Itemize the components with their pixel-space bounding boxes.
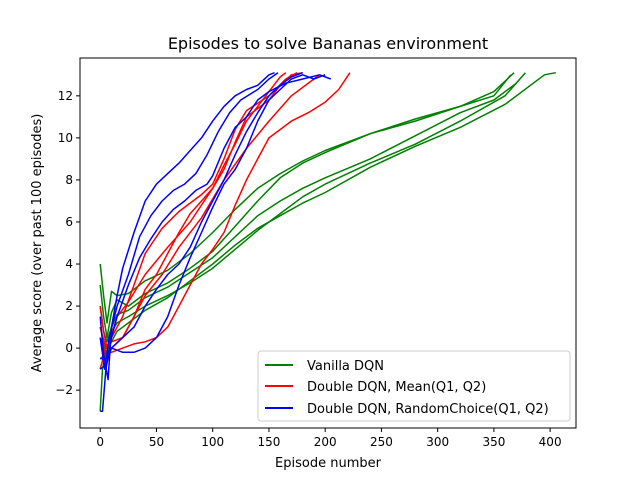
y-tick-label: 6 bbox=[65, 215, 73, 229]
chart-title: Episodes to solve Bananas environment bbox=[168, 34, 488, 53]
y-tick-label: 12 bbox=[58, 89, 73, 103]
legend-label-double-dqn-randomchoice: Double DQN, RandomChoice(Q1, Q2) bbox=[307, 402, 549, 417]
series-line-double-dqn-randomchoice-q1-q2-run-13 bbox=[100, 74, 332, 412]
series-line-double-dqn-mean-q1-q2-run-7 bbox=[99, 72, 298, 349]
x-axis-ticks: 0 50 100 150 200 250 300 350 400 bbox=[96, 428, 562, 449]
series-line-double-dqn-randomchoice-q1-q2-run-15 bbox=[99, 74, 326, 370]
series-line-double-dqn-randomchoice-q1-q2-run-12 bbox=[99, 72, 279, 370]
y-tick-label: 4 bbox=[65, 257, 73, 271]
x-tick-label: 100 bbox=[201, 435, 224, 449]
x-tick-label: 0 bbox=[96, 435, 104, 449]
y-tick-label: 2 bbox=[65, 299, 73, 313]
series-line-double-dqn-randomchoice-q1-q2-run-14 bbox=[100, 71, 303, 360]
x-tick-label: 250 bbox=[370, 435, 393, 449]
legend-label-double-dqn-mean: Double DQN, Mean(Q1, Q2) bbox=[307, 380, 486, 395]
series-line-double-dqn-mean-q1-q2-run-9 bbox=[99, 72, 351, 360]
legend: Vanilla DQN Double DQN, Mean(Q1, Q2) Dou… bbox=[257, 350, 571, 422]
x-tick-label: 200 bbox=[314, 435, 337, 449]
x-tick-label: 400 bbox=[539, 435, 562, 449]
x-tick-label: 300 bbox=[426, 435, 449, 449]
axes-frame bbox=[79, 57, 577, 429]
y-axis-label: Average score (over past 100 episodes) bbox=[30, 114, 45, 373]
y-tick-label: 8 bbox=[65, 173, 73, 187]
legend-label-vanilla-dqn: Vanilla DQN bbox=[307, 359, 384, 374]
y-tick-label: 10 bbox=[58, 131, 73, 145]
plot-area bbox=[99, 71, 556, 412]
y-tick-label: 0 bbox=[65, 341, 73, 355]
x-axis-label: Episode number bbox=[275, 456, 382, 471]
x-tick-label: 50 bbox=[149, 435, 164, 449]
x-tick-label: 150 bbox=[257, 435, 280, 449]
series-line-vanilla-dqn-run-1 bbox=[99, 72, 515, 324]
y-tick-label: −2 bbox=[55, 383, 73, 397]
y-axis-ticks: −2 0 2 4 6 8 10 12 bbox=[55, 89, 80, 397]
series-line-vanilla-dqn-run-2 bbox=[99, 74, 512, 339]
legend-box bbox=[257, 350, 571, 422]
x-tick-label: 350 bbox=[482, 435, 505, 449]
series-line-vanilla-dqn-run-5 bbox=[99, 71, 556, 412]
